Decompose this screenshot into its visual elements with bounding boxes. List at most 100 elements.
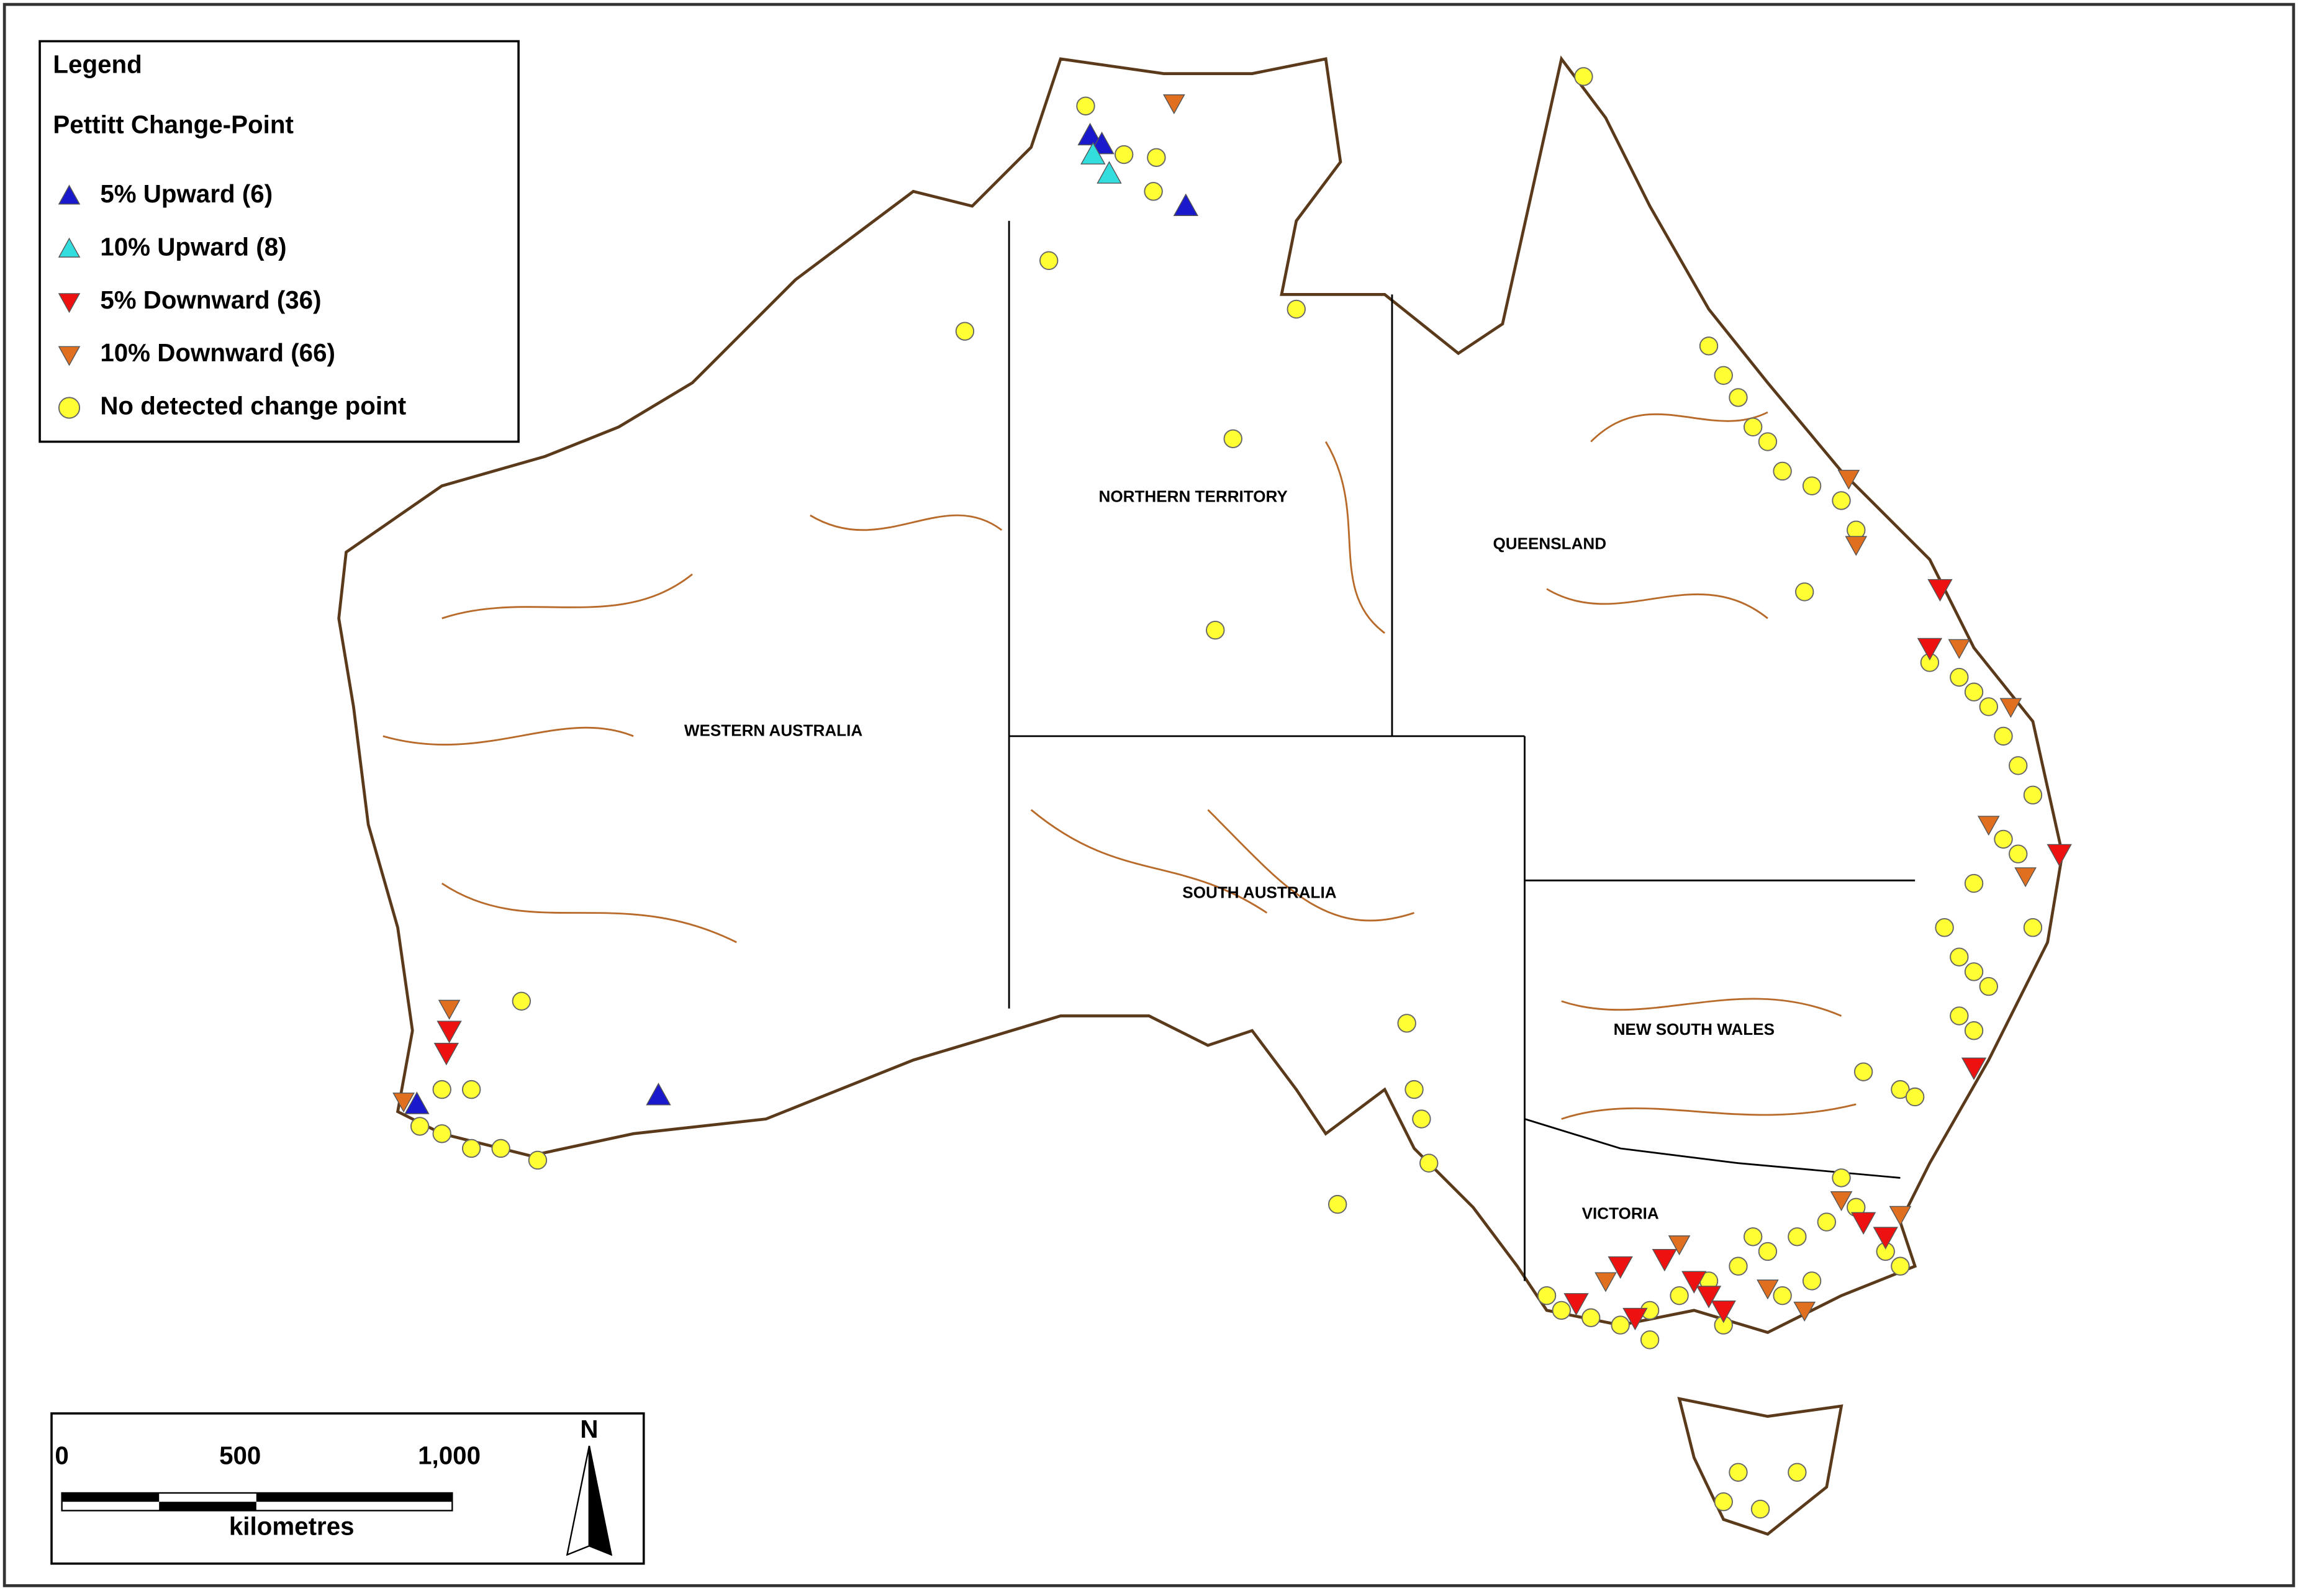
station [1397,1014,1416,1033]
markers [392,67,2072,1519]
station [1750,1499,1770,1519]
station [1994,726,2013,746]
station [1837,469,1860,490]
scale-seg [256,1492,453,1502]
station [1714,366,1733,385]
station [1757,1279,1779,1300]
station [1405,1080,1424,1099]
station [1163,94,1185,115]
station [1948,639,1971,659]
station [1853,1062,1873,1081]
station [1832,1168,1851,1188]
station [1891,1256,1910,1276]
station [1832,491,1851,510]
state-borders [1008,220,1916,1281]
station [1652,1248,1678,1272]
station [1788,1463,1807,1482]
north-arrow [588,1445,613,1556]
legend-box [38,40,520,443]
rivers [382,411,1857,1120]
legend-items: 5% Upward (6) 10% Upward (8) 5% Downward (… [58,179,406,420]
station [1964,962,1984,981]
station [1144,182,1163,201]
station [1935,918,1954,937]
station [1076,96,1095,115]
station [1696,1286,1722,1309]
station [1147,148,1166,167]
land [337,55,2064,1536]
station [1729,1256,1748,1276]
station [432,1080,451,1099]
region-label: NORTHERN TERRITORY [1099,487,1288,506]
legend: Legend Pettitt Change-Point 5% Upward (6… [38,40,520,443]
station [1114,145,1134,165]
station [1729,1463,1748,1482]
station [438,999,461,1020]
station [1173,193,1198,216]
station [528,1150,548,1170]
station [433,1042,459,1066]
station [1850,1212,1876,1235]
station [1223,429,1242,448]
station [432,1124,451,1143]
station [1581,1308,1601,1327]
station [1773,461,1792,481]
station [1773,1286,1792,1305]
station [955,322,975,341]
region-label: SOUTH AUSTRALIA [1182,883,1336,902]
station [58,293,81,313]
station [2009,844,2028,863]
station [1905,1087,1925,1107]
legend-label: 10% Downward (66) [100,338,335,367]
station [461,1138,481,1158]
station [1758,1242,1778,1261]
station [1097,161,1122,184]
station [1077,122,1103,146]
station [1788,1227,1807,1247]
station [646,1083,671,1106]
station [1950,1006,1969,1026]
station [1563,1293,1589,1316]
station [1729,388,1748,407]
station [1964,1021,1984,1040]
scale-label: 1,000 [418,1441,481,1470]
region-label: VICTORIA [1582,1204,1659,1223]
scale-frame [50,1412,645,1565]
river [382,411,1857,1120]
station [1999,698,2022,718]
station [404,1091,430,1114]
station [1977,816,2000,836]
station [1961,1057,1987,1080]
station [1802,476,1822,495]
station [1552,1301,1571,1320]
station [1080,142,1106,165]
station [1950,947,1969,967]
station [58,237,81,258]
station [1964,873,1984,893]
station [1206,620,1225,640]
station [1950,667,1969,687]
station [1889,1206,1912,1226]
station [1711,1300,1736,1323]
station [1917,638,1943,661]
station [1412,1109,1431,1129]
station [1328,1194,1347,1214]
scale-label: 0 [55,1441,68,1470]
station [1793,1301,1816,1322]
scale-box: 0 500 1,000 kilometres N [50,1412,645,1565]
station [1795,582,1814,602]
region-label: QUEENSLAND [1493,534,1607,552]
station [1758,432,1778,451]
station [1979,697,1998,716]
station [1817,1212,1837,1232]
station [1699,336,1719,356]
station [1595,1272,1617,1292]
scale-seg [159,1502,256,1511]
north-label: N [580,1415,598,1443]
station [437,1021,462,1044]
station [1830,1191,1853,1212]
scale-unit: kilometres [229,1512,355,1541]
station [2014,867,2037,888]
legend-label: 5% Upward (6) [100,179,273,208]
